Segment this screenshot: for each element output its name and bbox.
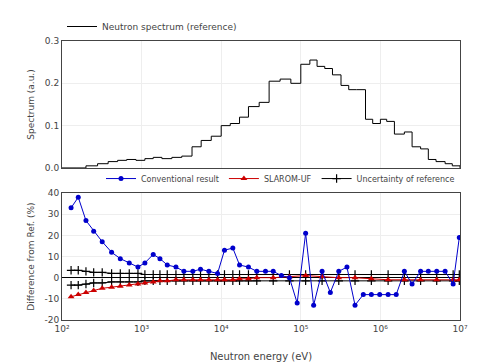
svg-text:10⁶: 10⁶	[373, 324, 388, 334]
svg-text:0.1: 0.1	[45, 121, 59, 131]
svg-text:0.2: 0.2	[45, 78, 59, 88]
svg-text:Neutron spectrum (reference): Neutron spectrum (reference)	[102, 22, 237, 32]
svg-text:0.0: 0.0	[45, 163, 60, 173]
svg-text:0: 0	[53, 273, 59, 283]
svg-text:SLAROM-UF: SLAROM-UF	[264, 175, 312, 184]
svg-text:Uncertainty of reference: Uncertainty of reference	[357, 175, 455, 184]
svg-text:Neutron energy (eV): Neutron energy (eV)	[210, 351, 312, 362]
svg-text:30: 30	[48, 209, 60, 219]
svg-text:10⁴: 10⁴	[214, 324, 229, 334]
svg-text:Spectrum (a.u.): Spectrum (a.u.)	[26, 69, 36, 139]
svg-text:Conventional result: Conventional result	[141, 175, 219, 184]
svg-text:Difference from Ref. (%): Difference from Ref. (%)	[26, 202, 36, 310]
svg-text:0.3: 0.3	[45, 36, 59, 46]
svg-text:20: 20	[48, 231, 60, 241]
svg-text:10²: 10²	[54, 324, 69, 334]
svg-text:-10: -10	[44, 294, 59, 304]
svg-text:40: 40	[48, 188, 60, 198]
svg-text:10: 10	[48, 252, 60, 262]
svg-text:10³: 10³	[134, 324, 149, 334]
svg-text:10⁷: 10⁷	[452, 324, 467, 334]
svg-text:10⁵: 10⁵	[293, 324, 308, 334]
svg-text:-20: -20	[44, 315, 59, 325]
